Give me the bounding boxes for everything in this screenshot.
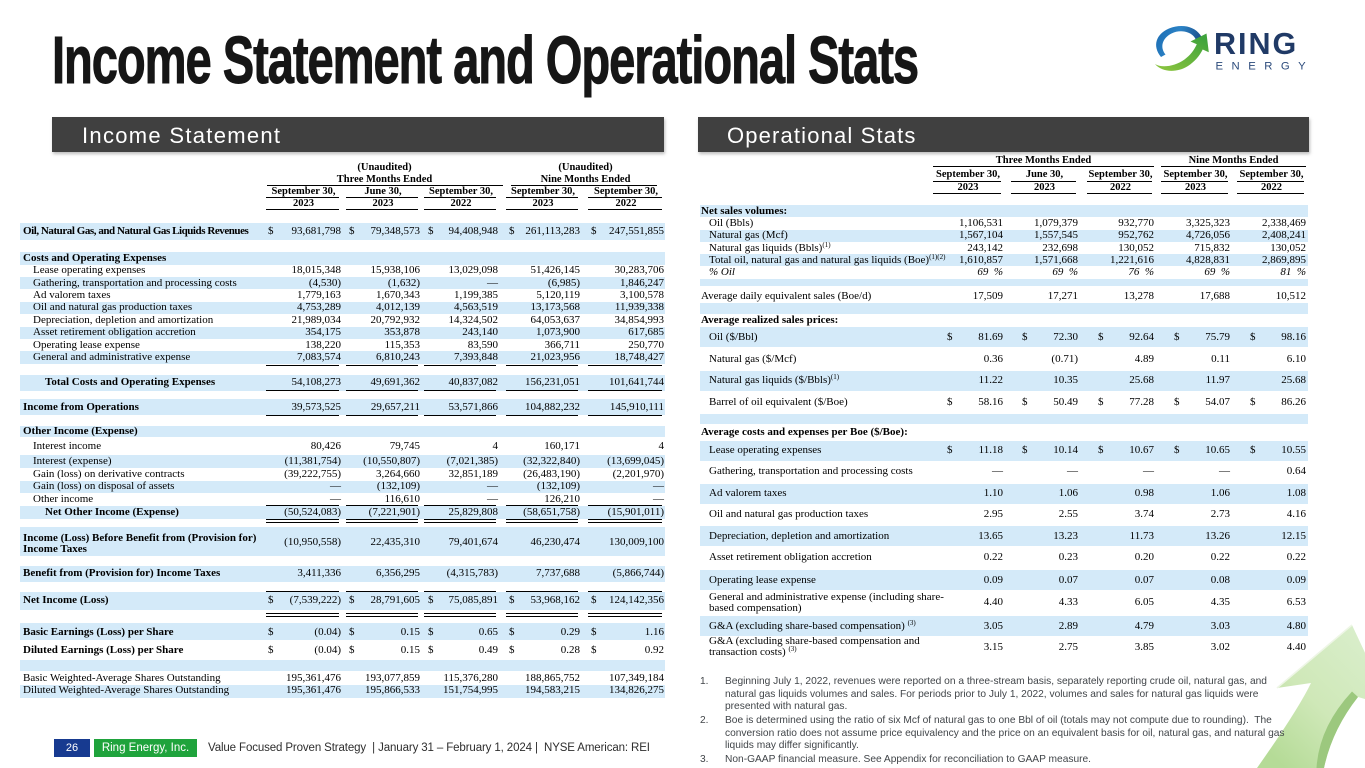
svg-text:RING: RING (1214, 27, 1298, 61)
svg-text:ENERGY: ENERGY (1216, 61, 1315, 73)
